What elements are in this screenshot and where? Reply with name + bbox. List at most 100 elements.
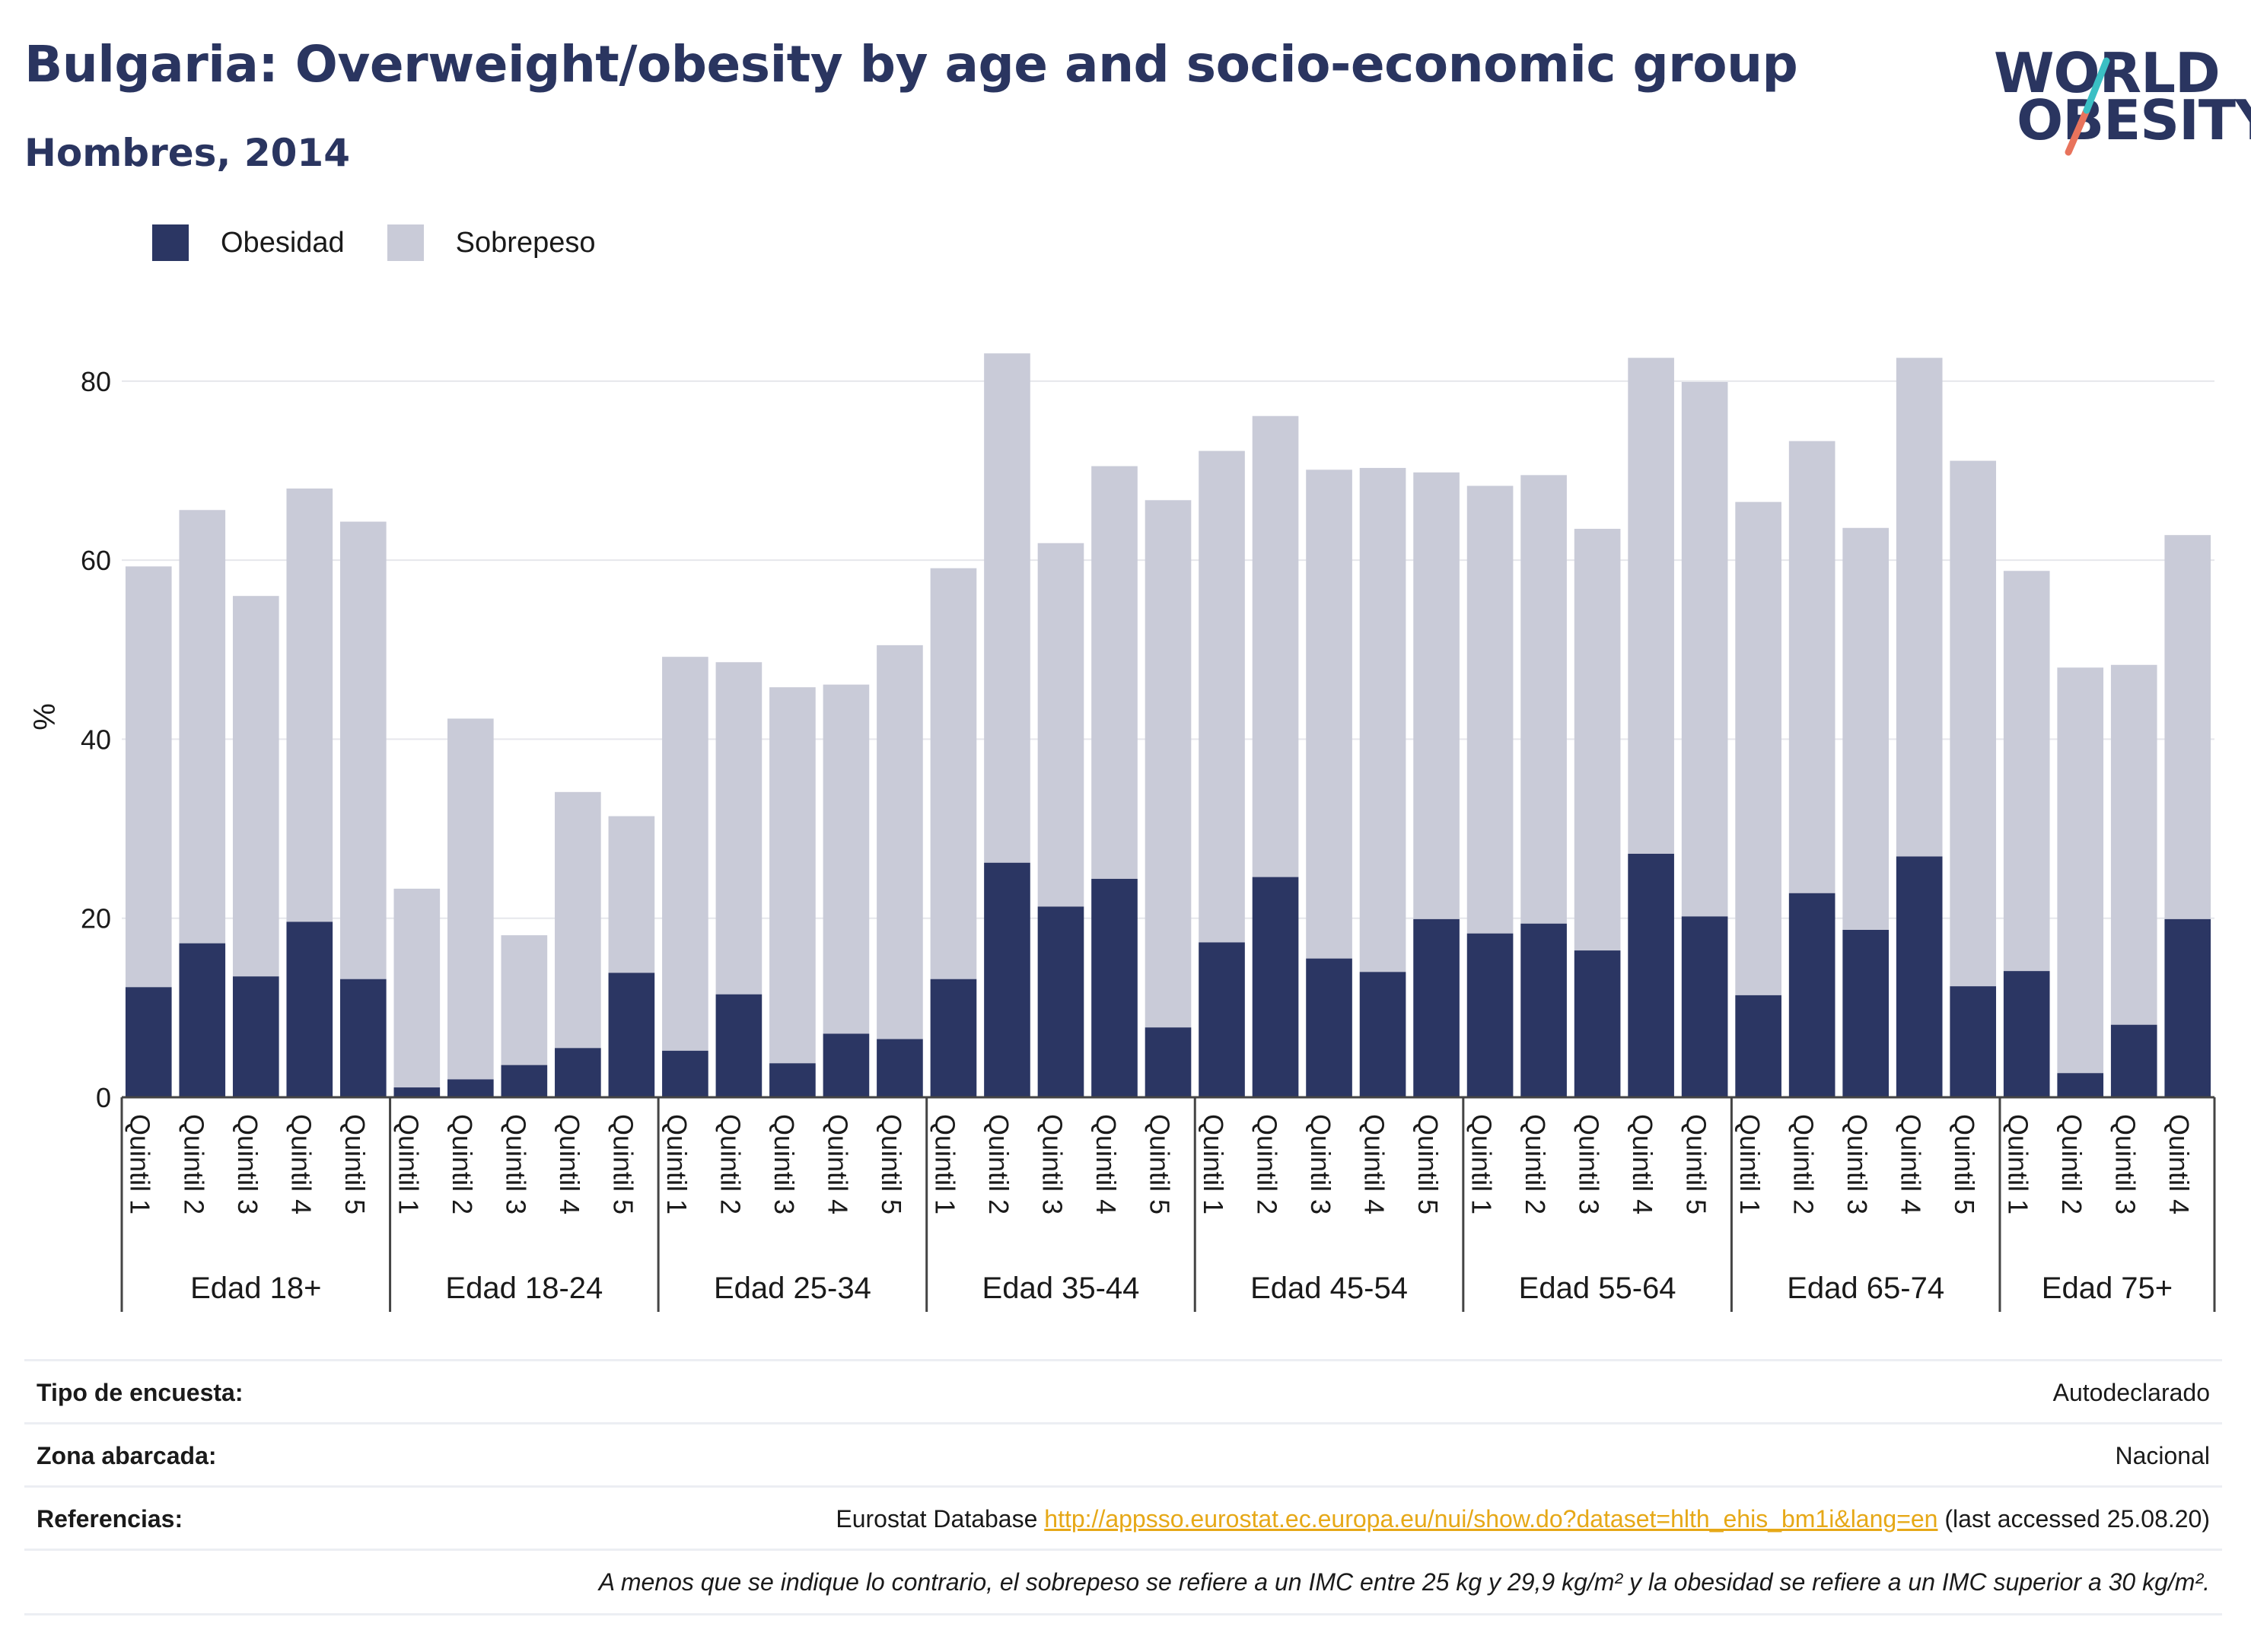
legend-item-overweight[interactable]: Sobrepeso	[387, 224, 595, 261]
bar-chart: 0 20 40 60 80% Quintil 1 Quintil 2 Quintil 3 Qui…	[28, 353, 2216, 1312]
bar-obesidad	[1359, 972, 1406, 1097]
group-label: Edad 55-64	[1519, 1272, 1676, 1305]
bar-obesidad	[1252, 877, 1299, 1097]
x-tick-label: Quintil 2	[2056, 1114, 2087, 1214]
definition-note: A menos que se indique lo contrario, el …	[598, 1568, 2210, 1596]
bar-sobrepeso	[769, 687, 816, 1064]
bar-obesidad	[715, 994, 763, 1097]
bar-obesidad	[1091, 878, 1138, 1097]
y-axis-label: %	[28, 703, 62, 731]
bar-obesidad	[1950, 986, 1997, 1097]
legend-swatch-obesity	[152, 224, 189, 261]
bar-obesidad	[662, 1050, 708, 1097]
x-tick-label: Quintil 2	[447, 1114, 478, 1214]
bar-obesidad	[2003, 971, 2050, 1097]
bar-obesidad	[2110, 1024, 2157, 1097]
x-tick-label: Quintil 2	[178, 1114, 209, 1214]
references-value: Eurostat Database http://appsso.eurostat…	[836, 1505, 2222, 1533]
bar-sobrepeso	[393, 888, 441, 1088]
info-row-coverage: Zona abarcada: Nacional	[24, 1422, 2222, 1487]
bar-sobrepeso	[125, 566, 172, 988]
bar-obesidad	[930, 979, 977, 1097]
x-tick-label: Quintil 3	[500, 1114, 531, 1214]
references-suffix: (last accessed 25.08.20)	[1937, 1504, 2210, 1533]
group-label: Edad 25-34	[714, 1272, 871, 1305]
bar-obesidad	[1306, 958, 1352, 1097]
bar-sobrepeso	[1091, 466, 1138, 879]
bar-sobrepeso	[286, 489, 333, 922]
y-tick-label: 60	[81, 545, 111, 576]
bar-obesidad	[769, 1063, 816, 1097]
x-tick-label: Quintil 2	[715, 1114, 746, 1214]
bar-sobrepeso	[1681, 382, 1728, 917]
bar-sobrepeso	[447, 718, 494, 1080]
bar-sobrepeso	[1735, 501, 1781, 995]
chart-title: Bulgaria: Overweight/obesity by age and …	[24, 35, 1798, 94]
x-tick-label: Quintil 3	[769, 1114, 800, 1214]
y-tick-label: 20	[81, 903, 111, 934]
group-label: Edad 35-44	[982, 1272, 1140, 1305]
bar-obesidad	[1199, 942, 1245, 1097]
bar-sobrepeso	[339, 521, 387, 979]
x-tick-label: Quintil 4	[1896, 1114, 1927, 1214]
bar-sobrepeso	[1574, 528, 1621, 951]
x-tick-label: Quintil 3	[1574, 1114, 1605, 1214]
x-tick-label: Quintil 3	[232, 1114, 263, 1214]
bar-obesidad	[1896, 856, 1943, 1097]
x-tick-label: Quintil 1	[929, 1114, 960, 1214]
x-tick-label: Quintil 1	[125, 1114, 156, 1214]
x-tick-label: Quintil 2	[1788, 1114, 1820, 1214]
chart-subtitle: Hombres, 2014	[24, 131, 350, 175]
bar-obesidad	[286, 921, 333, 1097]
x-tick-label: Quintil 1	[1198, 1114, 1229, 1214]
x-tick-label: Quintil 2	[1252, 1114, 1283, 1214]
y-tick-label: 0	[96, 1082, 111, 1113]
legend-item-obesity[interactable]: Obesidad	[152, 224, 345, 261]
bar-sobrepeso	[1896, 358, 1943, 857]
bar-sobrepeso	[179, 510, 226, 944]
group-label: Edad 45-54	[1250, 1272, 1408, 1305]
bar-obesidad	[823, 1033, 870, 1097]
bar-sobrepeso	[2164, 535, 2211, 919]
x-tick-label: Quintil 1	[1734, 1114, 1765, 1214]
group-label: Edad 18+	[190, 1272, 321, 1305]
x-tick-label: Quintil 3	[1842, 1114, 1873, 1214]
bar-sobrepeso	[1413, 472, 1460, 919]
x-tick-label: Quintil 4	[285, 1114, 317, 1214]
bar-sobrepeso	[1520, 475, 1567, 924]
legend-label-obesity: Obesidad	[221, 226, 345, 259]
bar-obesidad	[1735, 995, 1781, 1097]
bar-sobrepeso	[1306, 469, 1352, 959]
bar-sobrepeso	[2057, 667, 2104, 1074]
x-tick-label: Quintil 5	[607, 1114, 638, 1214]
bar-sobrepeso	[715, 662, 763, 995]
bar-obesidad	[2057, 1073, 2104, 1097]
bar-obesidad	[555, 1048, 601, 1097]
x-tick-label: Quintil 1	[661, 1114, 692, 1214]
bar-sobrepeso	[1199, 450, 1245, 943]
bar-obesidad	[2164, 918, 2211, 1097]
bar-obesidad	[1413, 918, 1460, 1097]
references-link[interactable]: http://appsso.eurostat.ec.europa.eu/nui/…	[1044, 1504, 1938, 1533]
bar-sobrepeso	[1037, 543, 1084, 907]
bar-sobrepeso	[1950, 460, 1997, 987]
logo-slash-icon	[2065, 57, 2110, 156]
x-tick-label: Quintil 5	[1144, 1114, 1175, 1214]
bar-obesidad	[1628, 854, 1674, 1097]
x-tick-label: Quintil 5	[1412, 1114, 1444, 1214]
bar-obesidad	[1466, 933, 1514, 1097]
bar-obesidad	[608, 972, 655, 1097]
x-tick-label: Quintil 5	[1949, 1114, 1980, 1214]
bar-sobrepeso	[1145, 500, 1192, 1028]
chart-legend: Obesidad Sobrepeso	[152, 224, 638, 261]
bar-obesidad	[984, 862, 1030, 1097]
logo-line-2: OBESITY	[2017, 88, 2251, 152]
x-tick-label: Quintil 3	[2110, 1114, 2141, 1214]
bar-obesidad	[179, 943, 226, 1097]
bar-obesidad	[501, 1065, 548, 1097]
x-tick-label: Quintil 5	[339, 1114, 371, 1214]
info-row-references: Referencias: Eurostat Database http://ap…	[24, 1485, 2222, 1550]
x-tick-label: Quintil 2	[983, 1114, 1014, 1214]
x-tick-label: Quintil 1	[393, 1114, 424, 1214]
bar-sobrepeso	[1842, 527, 1889, 930]
